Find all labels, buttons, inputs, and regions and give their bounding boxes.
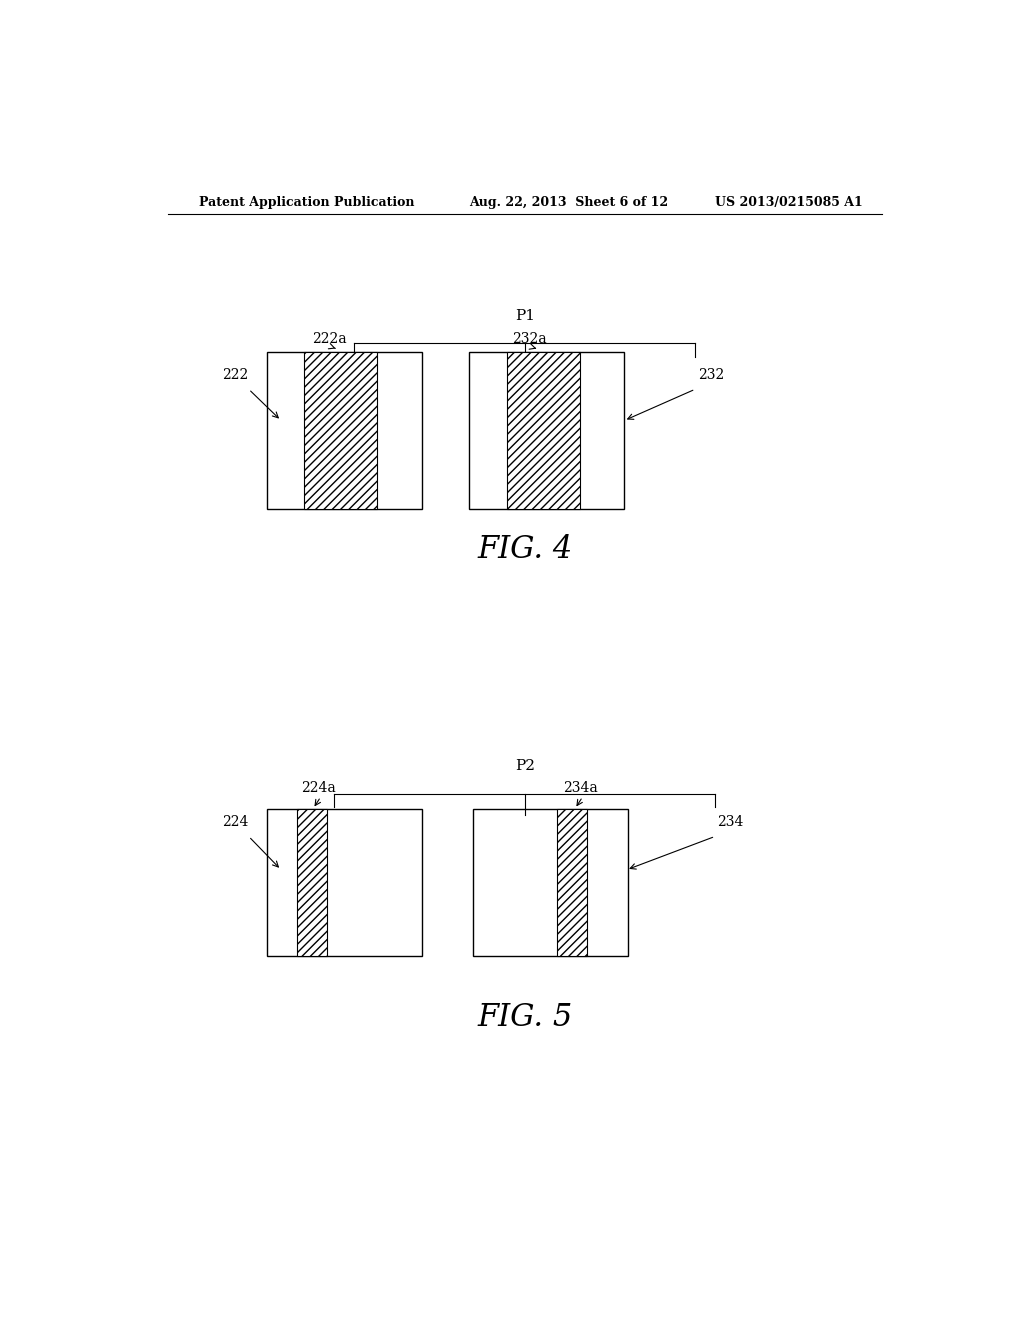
Text: 224: 224 xyxy=(221,816,248,829)
Bar xyxy=(473,809,628,956)
Text: 224a: 224a xyxy=(301,780,336,795)
Text: 234: 234 xyxy=(717,816,743,829)
Text: P1: P1 xyxy=(515,309,535,323)
Bar xyxy=(507,351,580,510)
Bar xyxy=(557,809,588,956)
Bar xyxy=(304,351,377,510)
Text: 232a: 232a xyxy=(512,333,547,346)
Text: US 2013/0215085 A1: US 2013/0215085 A1 xyxy=(715,195,863,209)
Bar xyxy=(469,351,624,510)
Text: P2: P2 xyxy=(515,759,535,774)
Text: 222: 222 xyxy=(221,368,248,381)
Bar xyxy=(297,809,328,956)
Text: Aug. 22, 2013  Sheet 6 of 12: Aug. 22, 2013 Sheet 6 of 12 xyxy=(469,195,669,209)
Text: FIG. 5: FIG. 5 xyxy=(477,1002,572,1032)
Text: 234a: 234a xyxy=(563,780,598,795)
Text: Patent Application Publication: Patent Application Publication xyxy=(200,195,415,209)
Text: FIG. 4: FIG. 4 xyxy=(477,535,572,565)
Text: 232: 232 xyxy=(697,368,724,381)
Text: 222a: 222a xyxy=(312,333,347,346)
Bar xyxy=(267,809,422,956)
Bar xyxy=(267,351,422,510)
